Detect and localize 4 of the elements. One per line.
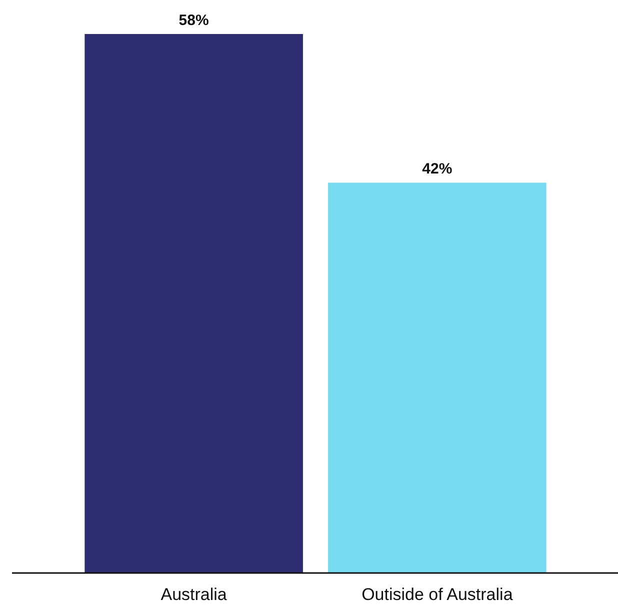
x-tick-label: Australia [160, 585, 228, 604]
data-label: 42% [422, 160, 452, 178]
data-label: 58% [178, 12, 209, 29]
x-tick-label: Outiside of Australia [362, 585, 514, 604]
